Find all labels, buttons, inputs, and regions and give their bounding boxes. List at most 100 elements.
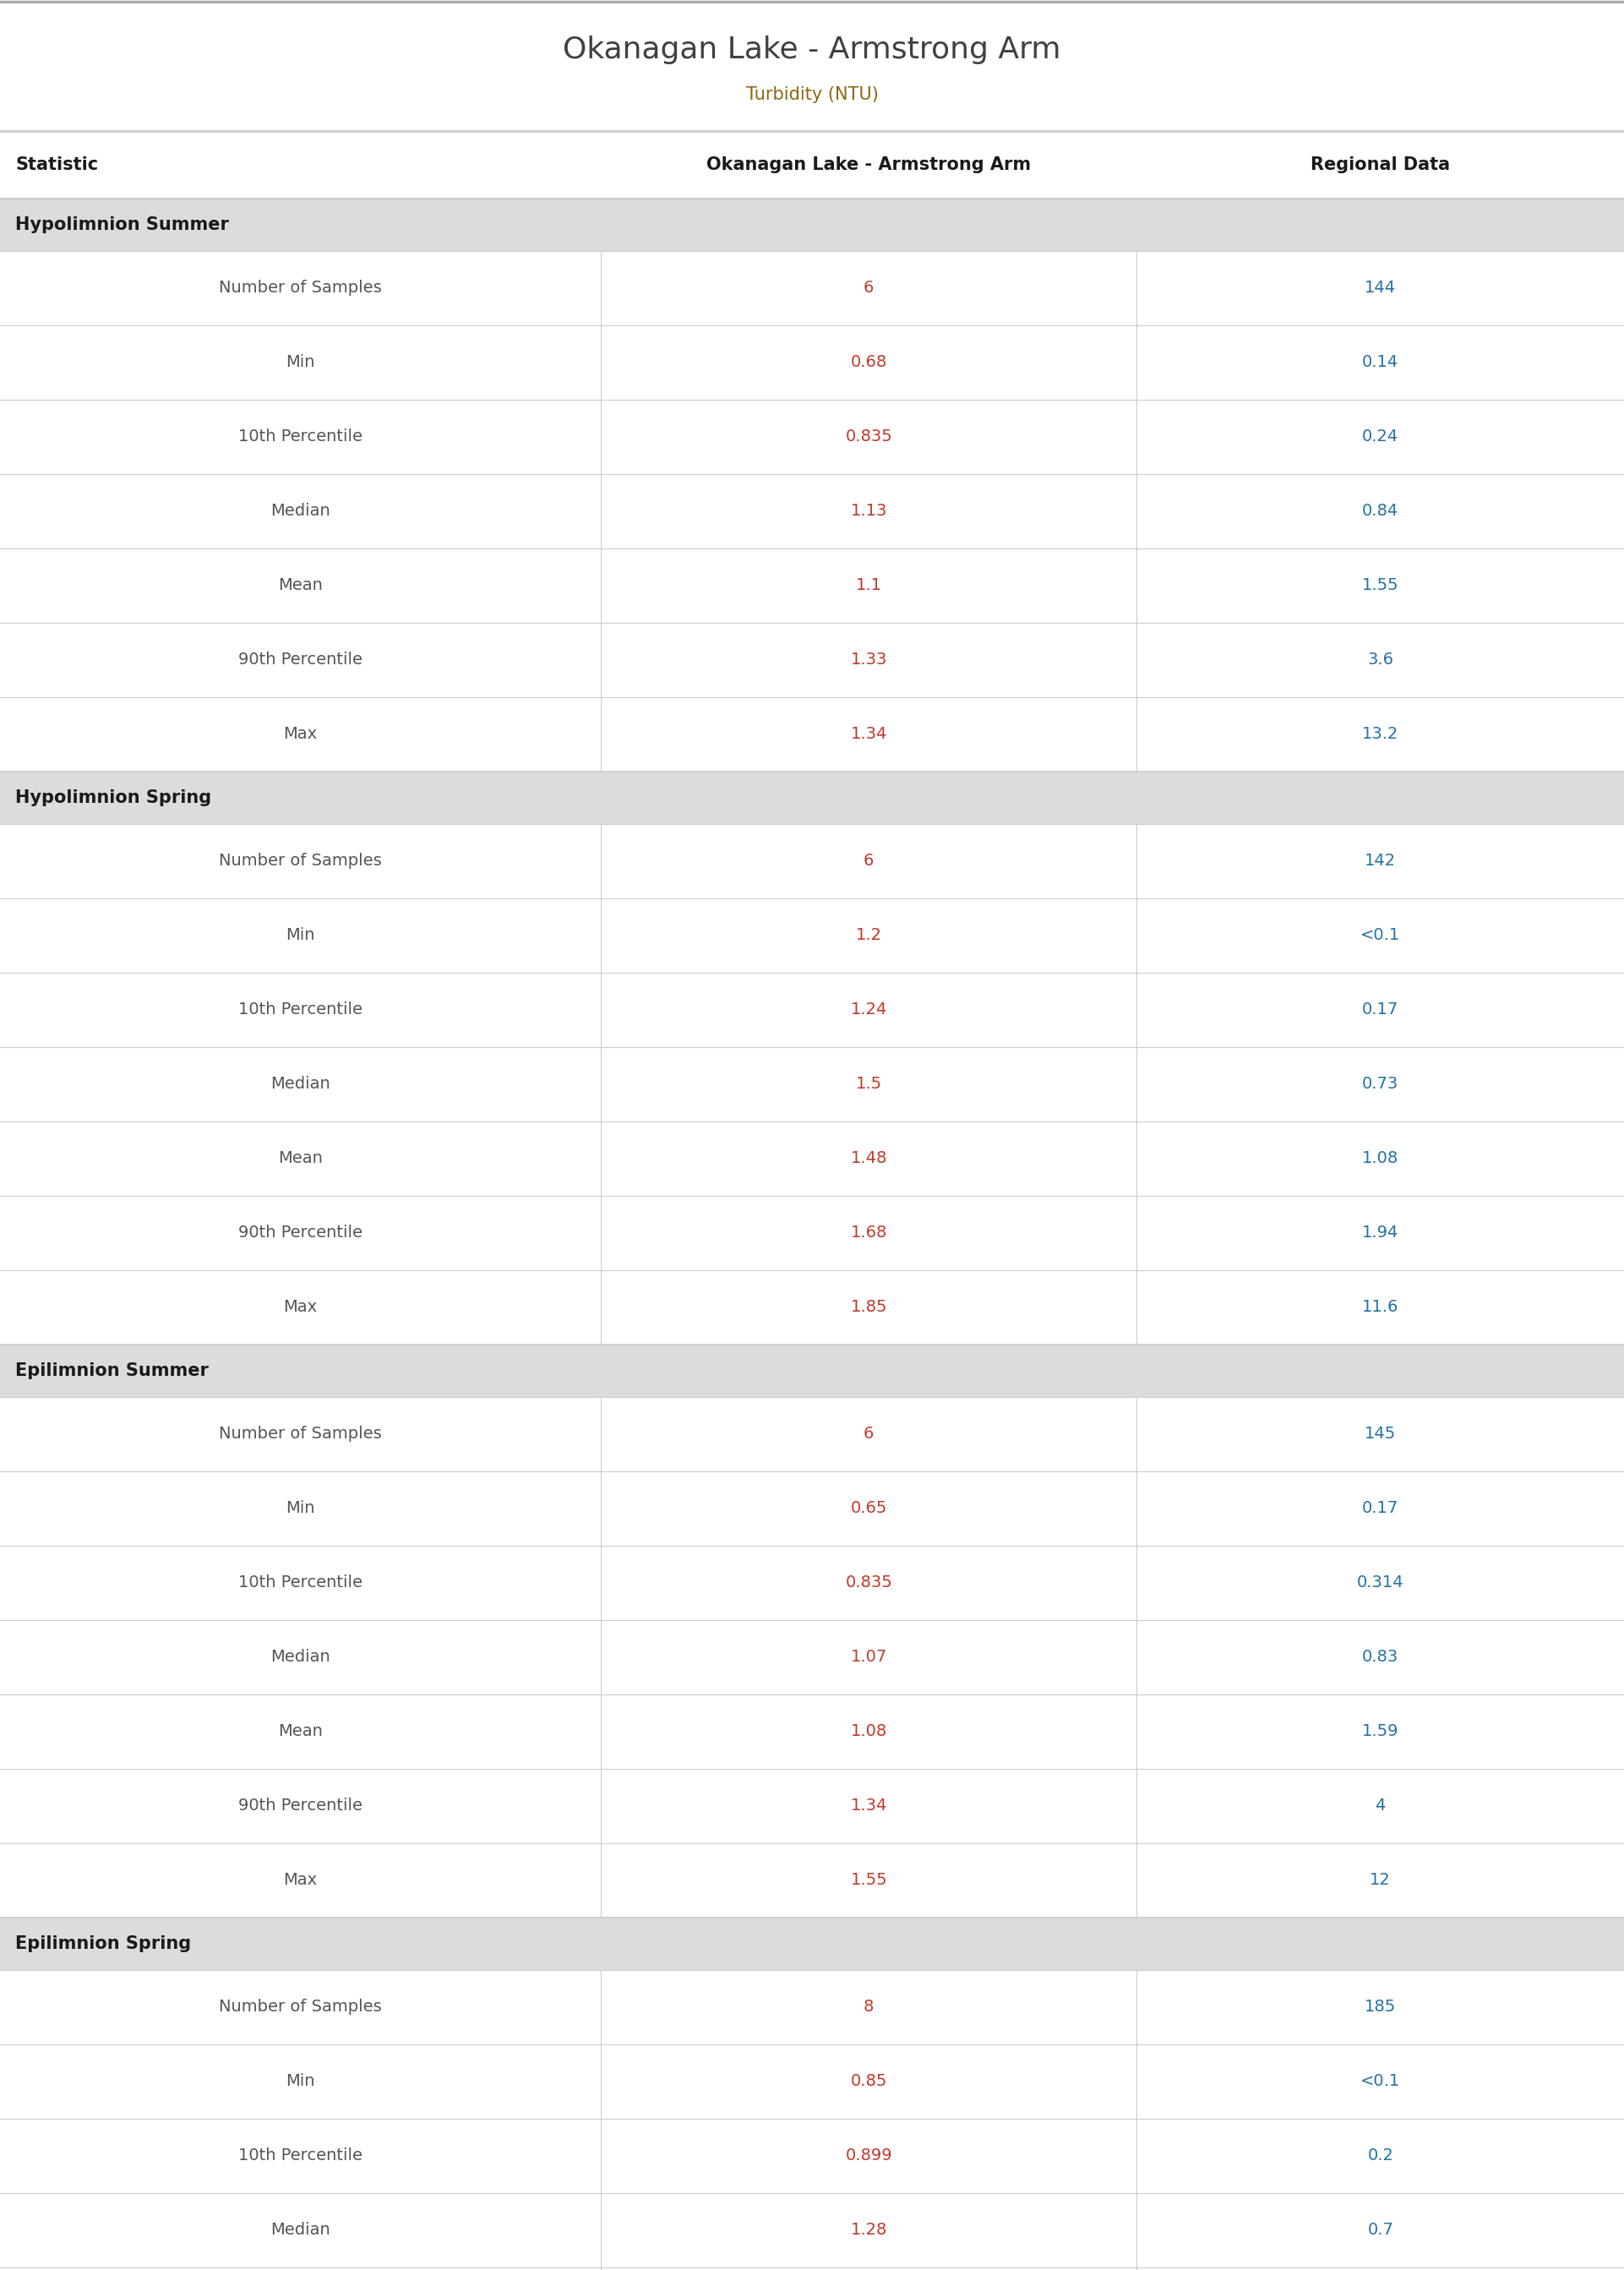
Text: 0.14: 0.14 xyxy=(1363,354,1398,370)
Bar xyxy=(0,2193,1624,2268)
Text: Median: Median xyxy=(271,504,330,520)
Text: Max: Max xyxy=(284,1873,317,1889)
Text: 0.65: 0.65 xyxy=(851,1500,887,1516)
Bar xyxy=(0,772,1624,824)
Text: 1.2: 1.2 xyxy=(856,928,882,944)
Bar xyxy=(0,1196,1624,1271)
Text: Mean: Mean xyxy=(278,1723,323,1739)
Text: Okanagan Lake - Armstrong Arm: Okanagan Lake - Armstrong Arm xyxy=(706,157,1031,173)
Text: 1.1: 1.1 xyxy=(856,577,882,595)
Bar xyxy=(0,1843,1624,1918)
Bar xyxy=(0,1621,1624,1693)
Bar xyxy=(0,1693,1624,1768)
Text: 1.13: 1.13 xyxy=(851,504,887,520)
Text: 0.24: 0.24 xyxy=(1363,429,1398,445)
Text: 10th Percentile: 10th Percentile xyxy=(239,1001,362,1017)
Text: 6: 6 xyxy=(864,1426,874,1441)
Text: Number of Samples: Number of Samples xyxy=(219,1426,382,1441)
Text: Okanagan Lake - Armstrong Arm: Okanagan Lake - Armstrong Arm xyxy=(564,36,1060,64)
Bar xyxy=(0,2045,1624,2118)
Text: 12: 12 xyxy=(1371,1873,1390,1889)
Text: Max: Max xyxy=(284,726,317,742)
Text: 1.94: 1.94 xyxy=(1363,1226,1398,1242)
Bar xyxy=(0,974,1624,1046)
Text: 8: 8 xyxy=(864,2000,874,2016)
Text: Min: Min xyxy=(286,928,315,944)
Text: Median: Median xyxy=(271,1650,330,1666)
Text: Number of Samples: Number of Samples xyxy=(219,2000,382,2016)
Bar xyxy=(0,622,1624,697)
Bar xyxy=(0,1546,1624,1621)
Text: Min: Min xyxy=(286,354,315,370)
Text: 90th Percentile: 90th Percentile xyxy=(239,1798,362,1814)
Bar xyxy=(0,1121,1624,1196)
Text: Min: Min xyxy=(286,2073,315,2091)
Bar xyxy=(0,197,1624,252)
Text: 1.08: 1.08 xyxy=(851,1723,887,1739)
Text: Number of Samples: Number of Samples xyxy=(219,854,382,869)
Bar xyxy=(0,1396,1624,1471)
Text: 10th Percentile: 10th Percentile xyxy=(239,2147,362,2163)
Text: Turbidity (NTU): Turbidity (NTU) xyxy=(745,86,879,102)
Text: 1.68: 1.68 xyxy=(851,1226,887,1242)
Text: 13.2: 13.2 xyxy=(1363,726,1398,742)
Text: 145: 145 xyxy=(1364,1426,1397,1441)
Text: 0.85: 0.85 xyxy=(851,2073,887,2091)
Text: 6: 6 xyxy=(864,854,874,869)
Bar xyxy=(0,1918,1624,1970)
Text: Median: Median xyxy=(271,2222,330,2238)
Bar xyxy=(0,132,1624,197)
Text: 0.2: 0.2 xyxy=(1367,2147,1393,2163)
Text: Statistic: Statistic xyxy=(15,157,97,173)
Text: 1.34: 1.34 xyxy=(851,1798,887,1814)
Text: 1.48: 1.48 xyxy=(851,1151,887,1167)
Text: 90th Percentile: 90th Percentile xyxy=(239,1226,362,1242)
Text: Epilimnion Spring: Epilimnion Spring xyxy=(15,1936,192,1952)
Text: Epilimnion Summer: Epilimnion Summer xyxy=(15,1362,208,1380)
Text: 10th Percentile: 10th Percentile xyxy=(239,1575,362,1591)
Text: 0.84: 0.84 xyxy=(1363,504,1398,520)
Text: Mean: Mean xyxy=(278,577,323,595)
Bar xyxy=(0,697,1624,772)
Text: 0.899: 0.899 xyxy=(846,2147,892,2163)
Bar xyxy=(0,899,1624,974)
Text: Hypolimnion Summer: Hypolimnion Summer xyxy=(15,216,229,234)
Bar xyxy=(0,400,1624,474)
Text: 0.314: 0.314 xyxy=(1358,1575,1403,1591)
Text: 1.5: 1.5 xyxy=(856,1076,882,1092)
Text: Hypolimnion Spring: Hypolimnion Spring xyxy=(15,790,211,806)
Text: 6: 6 xyxy=(864,279,874,295)
Bar xyxy=(0,1970,1624,2045)
Text: Number of Samples: Number of Samples xyxy=(219,279,382,295)
Text: 185: 185 xyxy=(1364,2000,1397,2016)
Text: Regional Data: Regional Data xyxy=(1311,157,1450,173)
Bar xyxy=(0,2118,1624,2193)
Text: <0.1: <0.1 xyxy=(1361,928,1400,944)
Text: 142: 142 xyxy=(1364,854,1397,869)
Text: 1.59: 1.59 xyxy=(1363,1723,1398,1739)
Text: 0.7: 0.7 xyxy=(1367,2222,1393,2238)
Bar xyxy=(0,474,1624,549)
Text: <0.1: <0.1 xyxy=(1361,2073,1400,2091)
Text: 0.83: 0.83 xyxy=(1363,1650,1398,1666)
Text: 0.68: 0.68 xyxy=(851,354,887,370)
Text: 1.28: 1.28 xyxy=(851,2222,887,2238)
Text: 1.08: 1.08 xyxy=(1363,1151,1398,1167)
Text: 144: 144 xyxy=(1364,279,1397,295)
Text: 1.24: 1.24 xyxy=(851,1001,887,1017)
Text: 1.55: 1.55 xyxy=(1363,577,1398,595)
Bar xyxy=(0,2268,1624,2270)
Bar xyxy=(0,1046,1624,1121)
Text: 0.835: 0.835 xyxy=(844,1575,893,1591)
Text: 90th Percentile: 90th Percentile xyxy=(239,651,362,667)
Text: 0.73: 0.73 xyxy=(1363,1076,1398,1092)
Text: Mean: Mean xyxy=(278,1151,323,1167)
Text: 11.6: 11.6 xyxy=(1363,1298,1398,1314)
Text: 1.07: 1.07 xyxy=(851,1650,887,1666)
Bar xyxy=(0,1271,1624,1344)
Text: Median: Median xyxy=(271,1076,330,1092)
Bar xyxy=(0,252,1624,325)
Text: 1.55: 1.55 xyxy=(851,1873,887,1889)
Bar xyxy=(0,1768,1624,1843)
Text: 10th Percentile: 10th Percentile xyxy=(239,429,362,445)
